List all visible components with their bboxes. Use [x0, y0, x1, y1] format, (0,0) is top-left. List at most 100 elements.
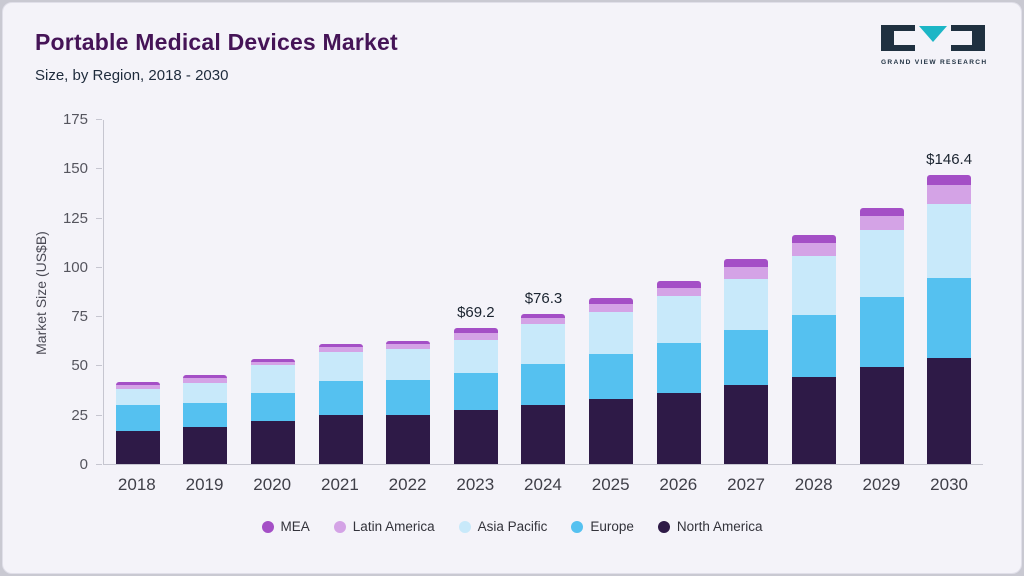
- bar-segment-europe: [453, 373, 498, 410]
- stacked-bar-2025: [589, 298, 634, 464]
- bar-segment-latin-america: [183, 378, 228, 384]
- bar-segment-asia-pacific: [859, 230, 904, 298]
- bar-segment-north-america: [386, 414, 431, 464]
- y-tick-label: 175: [62, 111, 88, 128]
- legend-label: Asia Pacific: [477, 519, 548, 534]
- bar-column-2026: [645, 120, 713, 464]
- legend-label: North America: [676, 519, 763, 534]
- bar-segment-latin-america: [724, 266, 769, 279]
- bar-segment-asia-pacific: [927, 203, 972, 278]
- bar-column-2024: $76.3: [510, 120, 578, 464]
- bar-segment-asia-pacific: [589, 312, 634, 354]
- y-tick-label: 75: [71, 308, 88, 326]
- bar-segment-asia-pacific: [521, 324, 566, 364]
- legend-label: Europe: [590, 519, 634, 534]
- x-tick-label: 2020: [253, 475, 292, 494]
- value-annotation-2024: $76.3: [524, 289, 563, 307]
- bar-column-2025: [577, 120, 645, 464]
- bar-segment-europe: [521, 363, 566, 405]
- bar-segment-asia-pacific: [656, 296, 701, 343]
- bar-segment-north-america: [656, 393, 701, 464]
- stacked-bar-2026: [656, 280, 701, 464]
- legend-label: Latin America: [352, 519, 435, 534]
- y-tick-label: 0: [79, 456, 88, 473]
- stacked-bar-2027: [724, 258, 769, 464]
- y-tick-label: 50: [71, 357, 88, 375]
- bar-segment-asia-pacific: [453, 339, 498, 374]
- legend-item-latin-america: Latin America: [333, 519, 435, 534]
- bar-segment-latin-america: [521, 318, 566, 325]
- bar-segment-north-america: [183, 426, 228, 464]
- y-tick-label: 150: [62, 160, 88, 178]
- bar-segment-europe: [386, 380, 431, 415]
- x-tick-label: 2023: [456, 475, 495, 494]
- y-tick-label: 100: [62, 258, 88, 276]
- bar-segment-mea: [251, 358, 296, 362]
- bar-segment-north-america: [589, 398, 634, 464]
- bar-segment-mea: [115, 382, 160, 386]
- x-tick-label: 2029: [862, 475, 901, 494]
- bar-segment-europe: [927, 277, 972, 358]
- stacked-bar-2029: [859, 207, 904, 464]
- legend-label: MEA: [280, 519, 310, 534]
- bar-segment-asia-pacific: [318, 351, 363, 382]
- bar-column-2027: [712, 120, 780, 464]
- grand-view-research-logo: GRAND VIEW RESEARCH: [881, 25, 986, 66]
- bar-segment-north-america: [251, 420, 296, 464]
- bar-column-2023: $69.2: [442, 120, 510, 464]
- bar-segment-mea: [656, 280, 701, 288]
- stacked-bar-2030: [927, 175, 972, 464]
- bar-segment-north-america: [791, 377, 836, 464]
- bar-segment-mea: [183, 375, 228, 379]
- bar-column-2020: [239, 120, 307, 464]
- x-tick-label: 2025: [591, 475, 630, 494]
- bar-segment-asia-pacific: [251, 365, 296, 394]
- gvr-logo-icon: [881, 25, 985, 55]
- bar-column-2018: [104, 120, 172, 464]
- legend-dot: [261, 520, 274, 533]
- bar-column-2019: [172, 120, 240, 464]
- bar-column-2021: [307, 120, 375, 464]
- bar-segment-north-america: [521, 404, 566, 464]
- page-subtitle: Size, by Region, 2018 - 2030: [35, 67, 229, 84]
- bar-segment-europe: [859, 297, 904, 368]
- bar-segment-mea: [589, 298, 634, 305]
- x-tick-label: 2022: [388, 475, 427, 494]
- y-tick-label: 25: [71, 406, 88, 424]
- legend-dot: [571, 520, 584, 533]
- legend-dot: [657, 520, 670, 533]
- stacked-bar-2028: [791, 235, 836, 464]
- bar-segment-north-america: [927, 357, 972, 464]
- legend-item-asia-pacific: Asia Pacific: [458, 519, 548, 534]
- page-title: Portable Medical Devices Market: [35, 29, 398, 55]
- x-tick-label: 2019: [185, 475, 224, 494]
- bar-segment-europe: [251, 393, 296, 421]
- legend-item-europe: Europe: [571, 519, 634, 534]
- x-tick-label: 2030: [930, 475, 968, 494]
- bar-segment-asia-pacific: [115, 389, 160, 405]
- stacked-bar-2019: [183, 375, 228, 464]
- value-annotation-2030: $146.4: [926, 151, 973, 169]
- legend-dot: [458, 520, 471, 533]
- x-tick-label: 2028: [794, 475, 833, 494]
- y-axis: 0 25 50 75 100 125 150 175: [3, 111, 102, 473]
- bar-segment-mea: [453, 327, 498, 333]
- y-tick-mark: [96, 119, 102, 120]
- y-tick-label: 125: [62, 209, 88, 227]
- x-tick-label: 2026: [659, 475, 698, 494]
- y-tick-mark: [96, 316, 102, 318]
- stacked-bar-2023: [453, 327, 498, 464]
- bar-segment-latin-america: [791, 243, 836, 257]
- bar-segment-mea: [791, 235, 836, 244]
- bar-segment-asia-pacific: [183, 383, 228, 403]
- bar-segment-north-america: [453, 409, 498, 464]
- bar-segment-mea: [859, 207, 904, 216]
- y-tick-mark: [96, 266, 102, 268]
- bar-segment-latin-america: [251, 361, 296, 366]
- bar-segment-europe: [318, 381, 363, 415]
- bar-segment-latin-america: [859, 215, 904, 231]
- bar-segment-europe: [656, 342, 701, 393]
- bar-column-2029: [848, 120, 916, 464]
- bar-segment-europe: [724, 329, 769, 386]
